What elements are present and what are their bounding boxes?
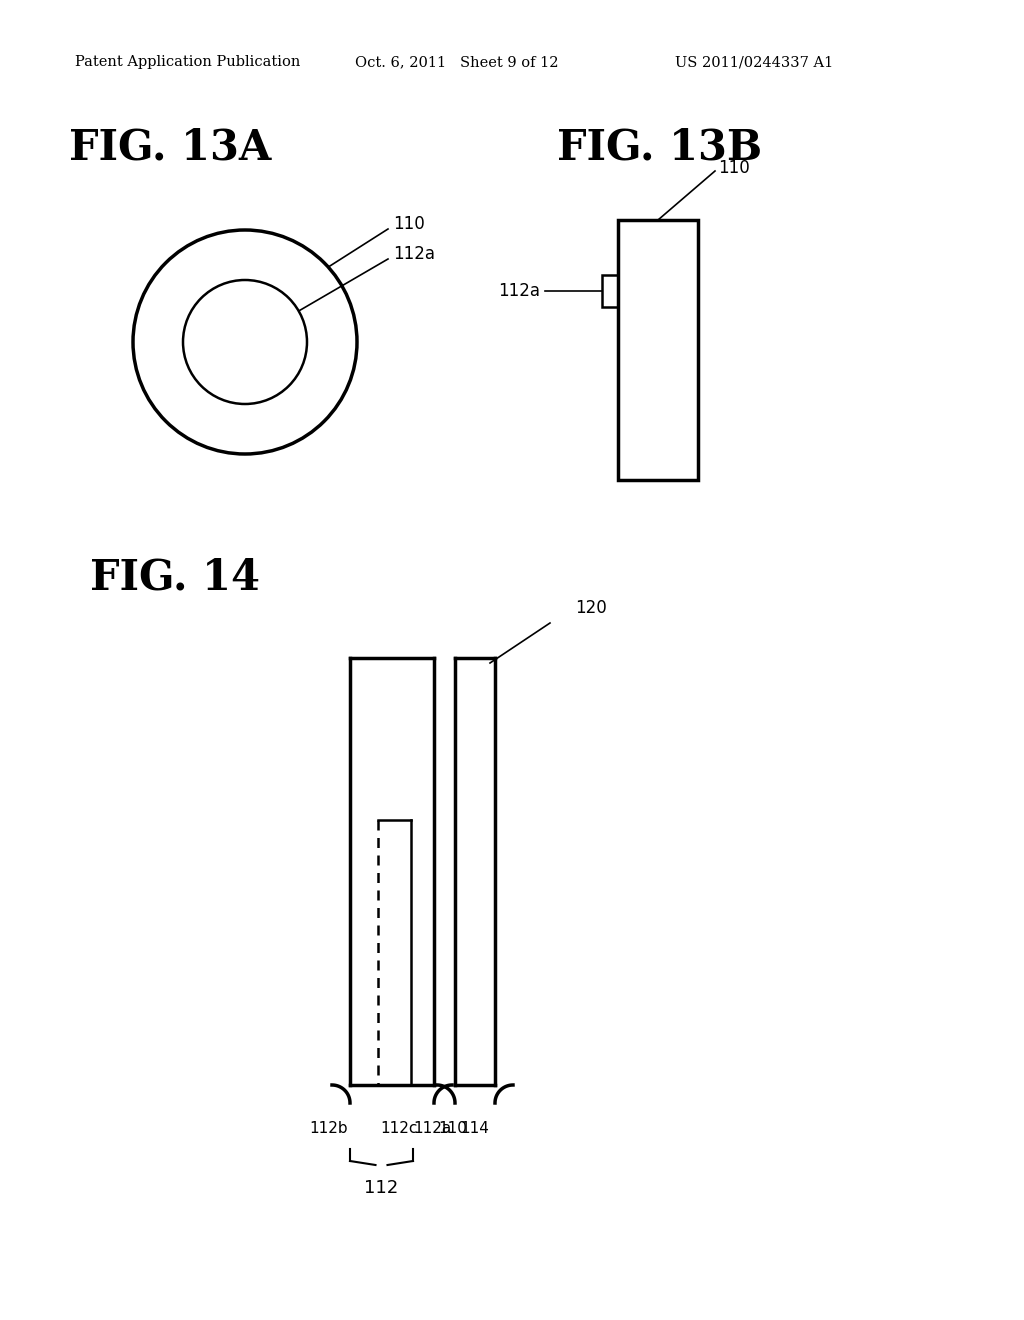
Text: 112c: 112c	[380, 1121, 418, 1137]
Text: FIG. 14: FIG. 14	[90, 557, 260, 599]
Text: 112a: 112a	[498, 282, 540, 300]
Text: 110: 110	[438, 1121, 467, 1137]
Text: 112b: 112b	[309, 1121, 348, 1137]
Text: 112a: 112a	[393, 246, 435, 263]
Text: Patent Application Publication: Patent Application Publication	[75, 55, 300, 69]
Text: Oct. 6, 2011   Sheet 9 of 12: Oct. 6, 2011 Sheet 9 of 12	[355, 55, 558, 69]
Bar	[602, 275, 618, 308]
Text: US 2011/0244337 A1: US 2011/0244337 A1	[675, 55, 834, 69]
Text: 112a: 112a	[413, 1121, 452, 1137]
Text: 110: 110	[718, 158, 750, 177]
Text: FIG. 13A: FIG. 13A	[69, 127, 271, 169]
Text: 110: 110	[393, 215, 425, 234]
Bar	[618, 220, 698, 480]
Text: 112: 112	[365, 1179, 398, 1197]
Text: FIG. 13B: FIG. 13B	[557, 127, 763, 169]
Text: 120: 120	[575, 599, 607, 616]
Text: 114: 114	[461, 1121, 489, 1137]
